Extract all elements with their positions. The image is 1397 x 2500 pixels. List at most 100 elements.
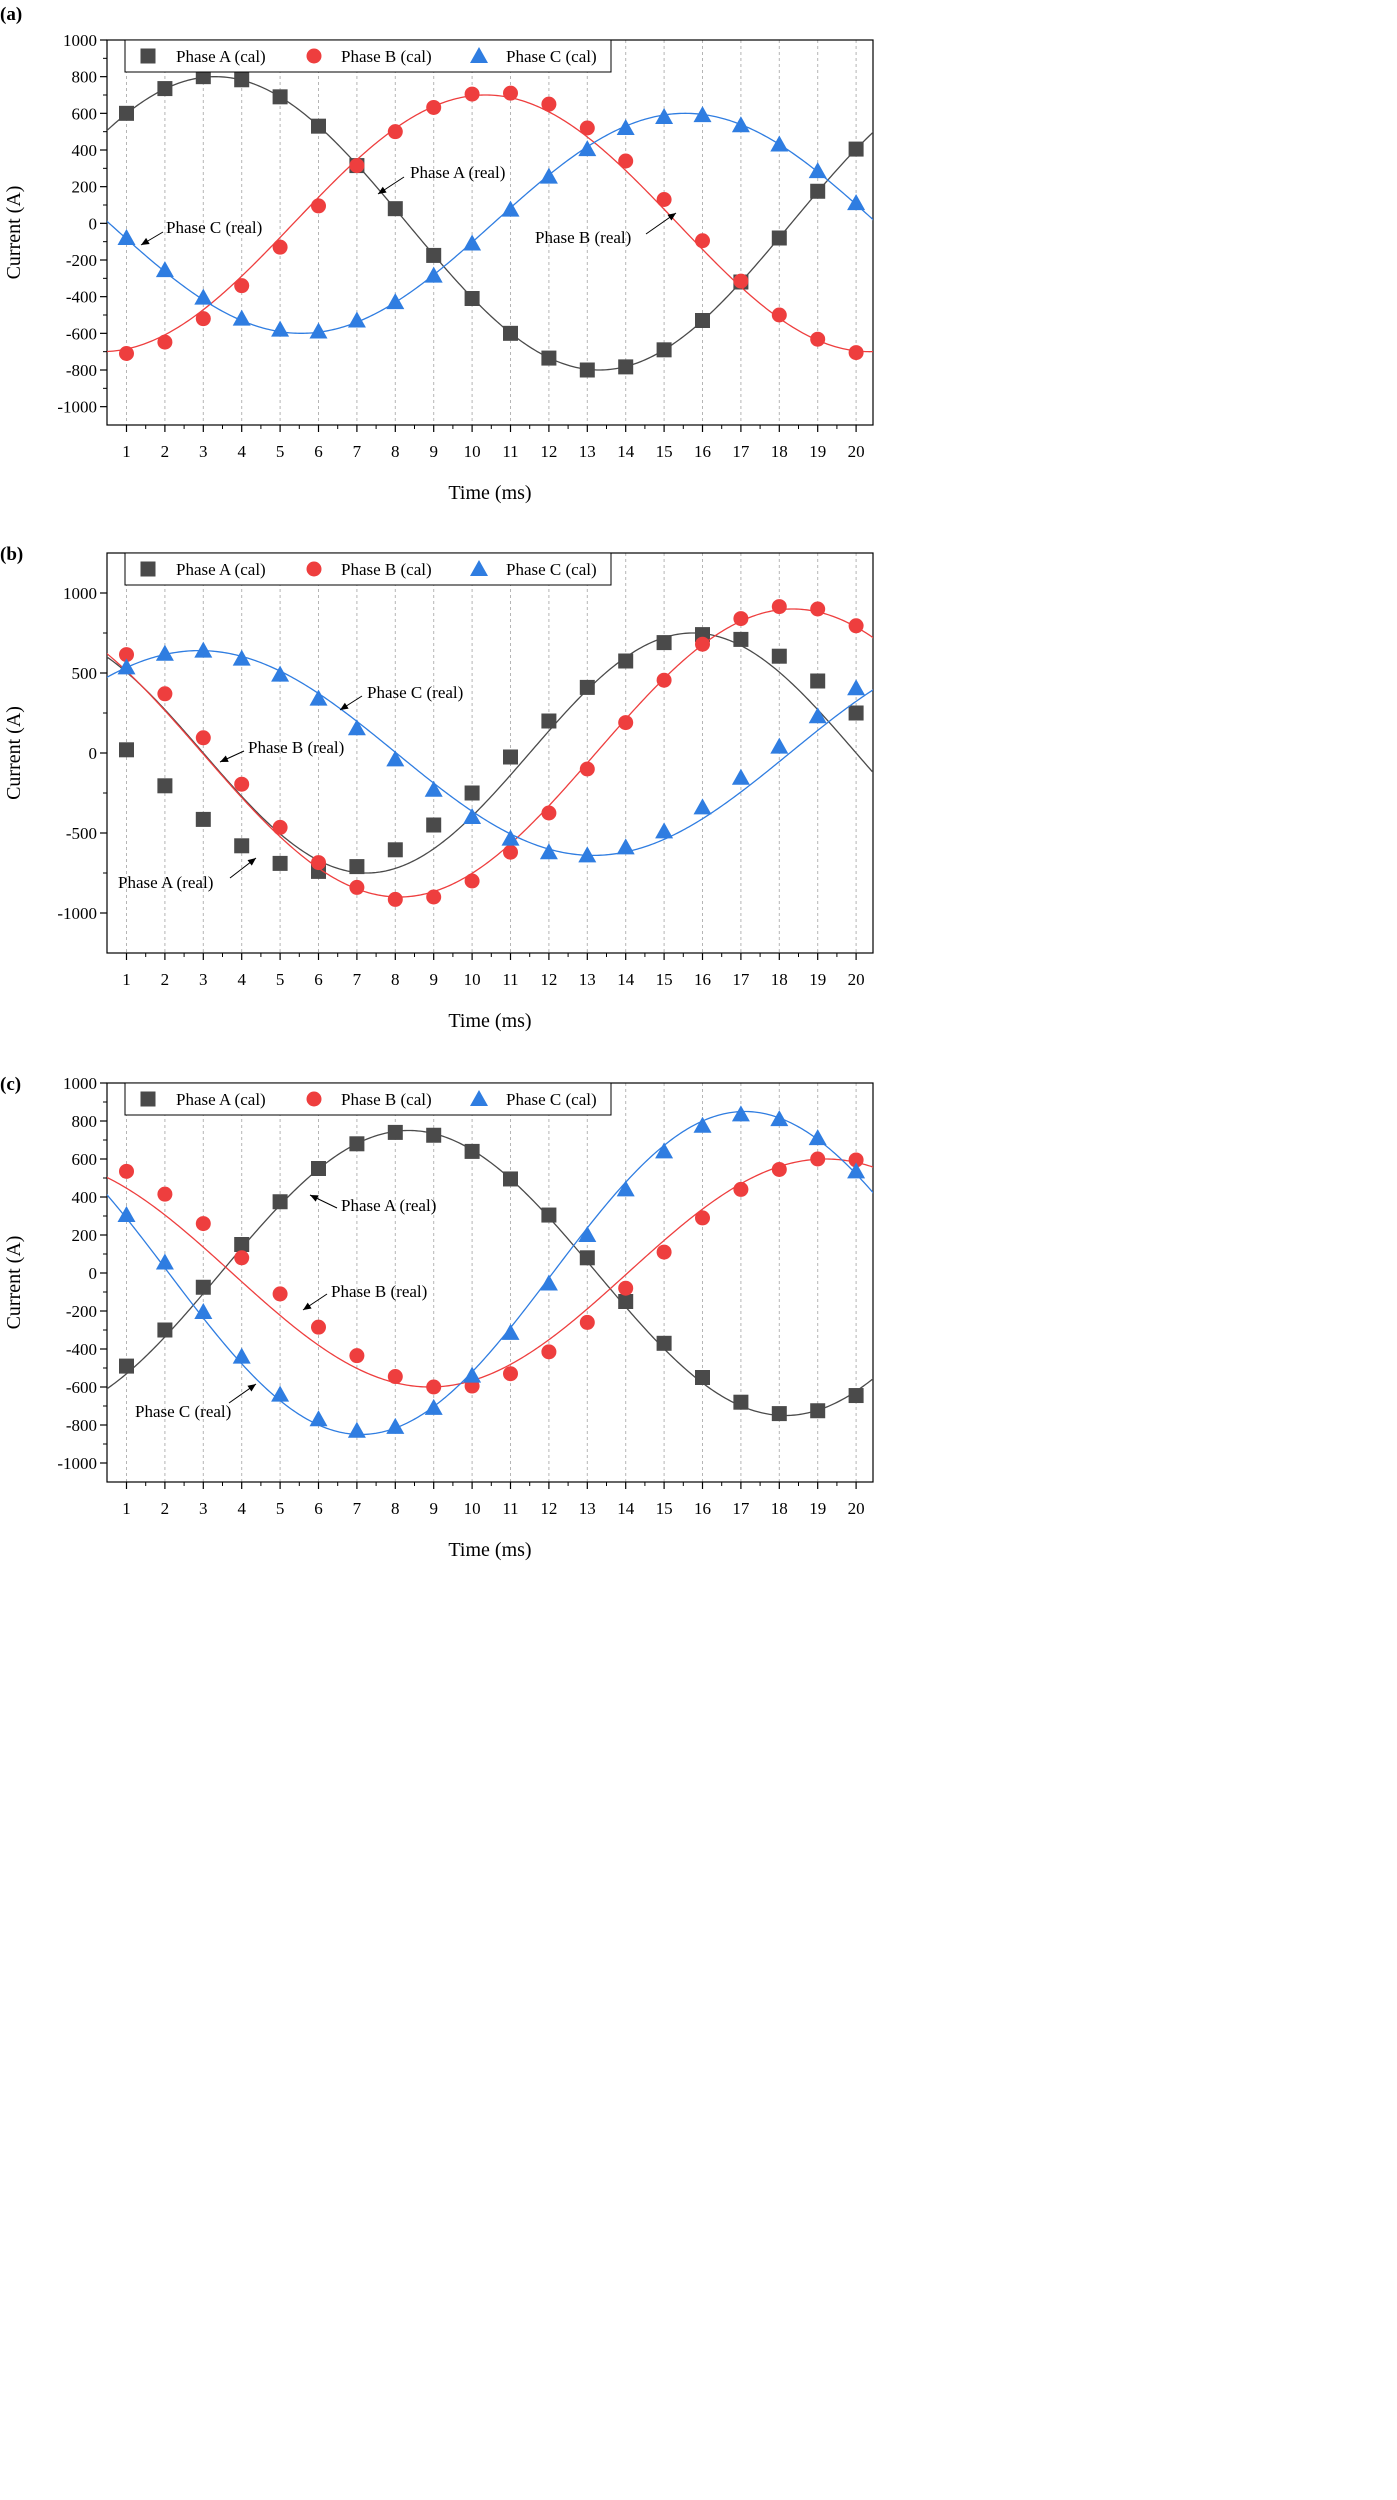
phase-b-cal-point [157,686,173,702]
phase-c-cal-point [847,679,866,696]
phase-a-cal-point [272,855,288,871]
phase-c-cal-point [463,234,482,251]
phase-c-cal-point [693,1116,712,1133]
phase-c-legend-label: Phase C (cal) [506,47,597,66]
phase-c-real-annotation: Phase C (real) [166,218,262,237]
y-tick-label: -600 [66,324,97,343]
phase-c-real-line [107,112,873,334]
phase-c-real-line [107,649,873,857]
x-tick-label: 18 [771,442,788,461]
phase-c-cal-point [232,1347,251,1364]
phase-a-cal-point [119,1358,134,1374]
y-tick-label: 0 [89,744,98,763]
phase-b-cal-point [272,239,288,255]
phase-a-cal-point [810,1403,826,1419]
phase-c-legend-label: Phase C (cal) [506,560,597,579]
phase-b-cal-point [695,1210,710,1226]
phase-c-real-line [107,1110,873,1436]
x-tick-label: 16 [694,1499,711,1518]
y-tick-label: -1000 [57,904,97,923]
phase-b-cal-point [503,85,518,101]
phase-b-cal-point [541,805,557,821]
phase-a-legend-label: Phase A (cal) [176,560,266,579]
phase-b-cal-point [810,1151,826,1167]
x-tick-label: 19 [809,442,826,461]
x-tick-label: 16 [694,442,711,461]
phase-c-cal-point [424,1398,443,1415]
phase-a-cal-point [618,653,634,669]
phase-a-legend-label: Phase A (cal) [176,1090,266,1109]
annotation-arrowhead [247,858,256,866]
x-tick-label: 5 [276,442,285,461]
x-tick-label: 3 [199,1499,208,1518]
phase-a-real-line [107,76,873,371]
phase-c-cal-point [117,229,136,245]
phase-b-cal-point [349,879,365,895]
phase-b-cal-point [195,1216,211,1232]
x-tick-label: 3 [199,970,208,989]
x-tick-label: 15 [656,970,673,989]
phase-c-cal-point [501,1323,520,1340]
x-tick-label: 20 [848,442,865,461]
phase-b-cal-point [119,647,134,663]
phase-a-cal-point [234,838,250,854]
annotation-arrowhead [220,755,229,762]
phase-b-real-line [107,1158,873,1388]
x-tick-label: 19 [809,970,826,989]
phase-b-real-line [107,94,873,353]
phase-a-cal-point [656,342,672,358]
annotation-arrowhead [378,186,387,194]
phase-b-real-annotation: Phase B (real) [331,1282,427,1301]
x-tick-label: 2 [161,442,170,461]
phase-b-cal-point [387,891,403,907]
phase-a-cal-point [464,785,480,801]
phase-b-cal-point [503,844,518,860]
phase-a-cal-point [848,705,864,721]
phase-c-cal-point [616,838,635,855]
phase-a-cal-point [426,247,442,263]
phase-b-legend-label: Phase B (cal) [341,47,432,66]
x-tick-label: 19 [809,1499,826,1518]
y-tick-label: -1000 [57,1454,97,1473]
panel-label: (b) [0,544,23,565]
phase-c-cal-point [347,719,366,736]
phase-c-cal-point [117,658,136,675]
phase-b-cal-point [810,601,826,617]
phase-c-cal-point [578,1226,597,1242]
phase-a-cal-point [848,1388,864,1404]
y-tick-label: 800 [72,1112,98,1131]
annotation-arrowhead [310,1195,319,1202]
x-tick-label: 6 [314,970,323,989]
phase-c-cal-point [770,1110,789,1127]
plot-frame [106,552,874,954]
y-tick-label: -200 [66,251,97,270]
phase-b-cal-point [695,636,710,652]
phase-a-cal-point [579,679,595,695]
phase-a-cal-point [195,811,211,827]
phase-b-cal-point [618,715,634,731]
y-tick-label: -500 [66,824,97,843]
x-tick-label: 14 [617,1499,635,1518]
phase-c-cal-point [194,288,213,305]
phase-c-cal-point [386,1417,405,1434]
phase-a-legend-marker [140,48,156,64]
phase-c-cal-point [347,311,366,328]
phase-c-legend-label: Phase C (cal) [506,1090,597,1109]
y-tick-label: 1000 [63,31,97,50]
phase-b-cal-point [541,96,557,112]
phase-b-cal-point [349,1348,365,1364]
x-tick-label: 18 [771,970,788,989]
annotation-arrowhead [303,1302,312,1310]
phase-c-real-annotation: Phase C (real) [367,683,463,702]
legend-box [124,552,612,586]
phase-a-cal-point [733,1394,749,1410]
phase-b-cal-point [272,1286,288,1302]
y-tick-label: 800 [72,68,98,87]
y-tick-label: 0 [89,1264,98,1283]
phase-c-cal-point [578,140,597,157]
x-tick-label: 12 [540,1499,557,1518]
phase-a-cal-point [541,350,557,366]
phase-c-cal-point [655,1142,674,1159]
phase-c-cal-point [155,261,174,278]
